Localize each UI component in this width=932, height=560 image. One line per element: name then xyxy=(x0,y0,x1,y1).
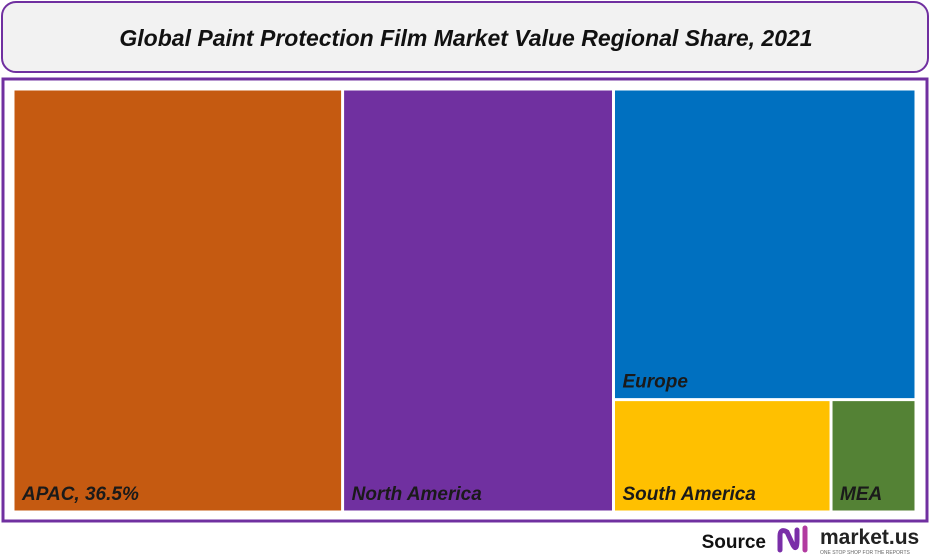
chart-title: Global Paint Protection Film Market Valu… xyxy=(119,25,812,51)
treemap: APAC, 36.5% North America Europe South Amer… xyxy=(14,90,915,511)
tile xyxy=(344,90,612,511)
title-box xyxy=(1,1,929,73)
source-tagline: ONE STOP SHOP FOR THE REPORTS xyxy=(820,550,911,556)
source-label: Source xyxy=(702,532,766,553)
logo-icon xyxy=(777,527,800,553)
tile-label: South America xyxy=(622,484,756,505)
tile xyxy=(614,401,830,511)
tile xyxy=(614,90,915,399)
source-name: market.us xyxy=(820,526,919,549)
tile-label: APAC, 36.5% xyxy=(21,484,139,505)
tile-label: Europe xyxy=(622,372,688,393)
tile-label: North America xyxy=(352,484,483,505)
tile-label: MEA xyxy=(840,484,882,505)
tile xyxy=(832,401,915,511)
tile xyxy=(14,90,342,511)
logo: market.us ONE STOP SHOP FOR THE REPORTS xyxy=(777,525,919,556)
